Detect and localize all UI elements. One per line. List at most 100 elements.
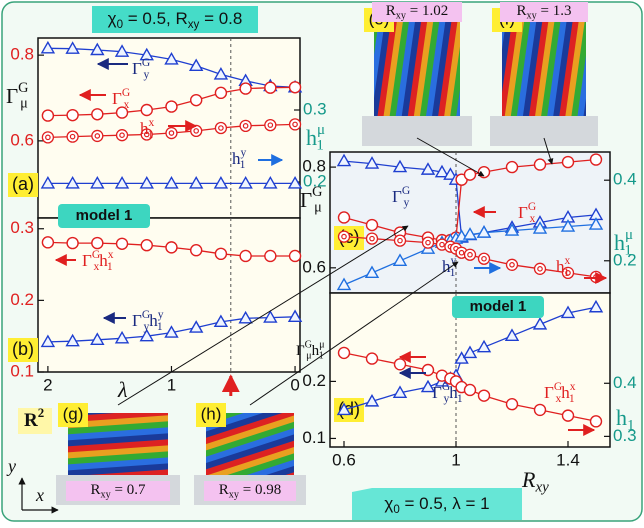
marker bbox=[117, 130, 128, 141]
x-tick-label: 1 bbox=[451, 450, 460, 469]
marker bbox=[166, 128, 177, 139]
marker bbox=[166, 242, 177, 253]
series-label: ΓGx bbox=[518, 200, 537, 225]
marker bbox=[265, 120, 276, 131]
marker bbox=[240, 250, 251, 261]
series-label: hy1 bbox=[232, 146, 247, 171]
x-tick-label: 1.4 bbox=[556, 450, 580, 469]
marker bbox=[191, 245, 202, 256]
marker-outer bbox=[465, 249, 476, 260]
marker-outer bbox=[191, 125, 202, 136]
model-label: model 1 bbox=[76, 207, 133, 224]
marker bbox=[117, 238, 128, 249]
marker bbox=[507, 399, 518, 410]
marker bbox=[166, 101, 177, 112]
y2-tick-label: 0.4 bbox=[613, 373, 637, 392]
snapshot-floor bbox=[362, 116, 472, 146]
marker bbox=[591, 154, 602, 165]
marker bbox=[395, 359, 406, 370]
marker bbox=[367, 353, 378, 364]
marker bbox=[42, 237, 53, 248]
marker-outer bbox=[92, 130, 103, 141]
marker-outer bbox=[290, 119, 301, 130]
marker bbox=[240, 120, 251, 131]
marker bbox=[339, 231, 350, 242]
marker bbox=[535, 159, 546, 170]
snapshot-label: Rxy = 0.7 bbox=[91, 482, 146, 500]
marker bbox=[67, 110, 78, 121]
marker bbox=[591, 271, 602, 282]
marker bbox=[395, 235, 406, 246]
condition-label: χ0 = 0.5, λ = 1 bbox=[384, 494, 489, 516]
condition-label: χ0 = 0.5, Rxy = 0.8 bbox=[108, 9, 243, 31]
marker bbox=[141, 105, 152, 116]
marker-outer bbox=[395, 235, 406, 246]
snapshot-tag: (g) bbox=[63, 404, 84, 423]
figure: 0.60.80.20.3ΓGμhμ1(a)ΓGyΓGxhx1hy10.10.20… bbox=[0, 0, 644, 523]
snapshot-image bbox=[502, 18, 586, 116]
marker-outer bbox=[240, 120, 251, 131]
marker bbox=[507, 162, 518, 173]
marker bbox=[42, 132, 53, 143]
marker bbox=[240, 83, 251, 94]
panel-tag: (a) bbox=[12, 174, 34, 194]
marker bbox=[423, 237, 434, 248]
marker bbox=[191, 95, 202, 106]
series-label: ΓGxhx1 bbox=[82, 248, 114, 273]
marker-outer bbox=[479, 253, 490, 264]
marker-outer bbox=[67, 131, 78, 142]
y-tick-label: 0.8 bbox=[10, 45, 34, 64]
x-tick-label: 0.6 bbox=[332, 450, 356, 469]
y-axis-label: ΓGμ bbox=[6, 80, 28, 111]
series-label: ΓGxhx1 bbox=[544, 380, 576, 405]
y-tick-label: 0.2 bbox=[302, 371, 326, 390]
y2-tick-label: 0.4 bbox=[613, 170, 637, 189]
marker-outer bbox=[117, 130, 128, 141]
marker bbox=[265, 250, 276, 261]
y-tick-label: 0.2 bbox=[10, 290, 34, 309]
marker-outer bbox=[507, 259, 518, 270]
y-tick-label: 0.6 bbox=[10, 130, 34, 149]
marker bbox=[535, 263, 546, 274]
marker bbox=[535, 404, 546, 415]
y-tick-label: 0.1 bbox=[302, 428, 326, 447]
marker bbox=[290, 82, 301, 93]
series-label: hx1 bbox=[140, 116, 155, 141]
marker-outer bbox=[591, 271, 602, 282]
marker bbox=[92, 109, 103, 120]
marker-outer bbox=[42, 132, 53, 143]
snapshot-label: Rxy = 1.3 bbox=[517, 3, 572, 21]
y-tick-label: 0.8 bbox=[302, 157, 326, 176]
axis-icon-label: y bbox=[6, 456, 16, 476]
marker-outer bbox=[166, 128, 177, 139]
panel-tag: (b) bbox=[12, 339, 34, 359]
marker bbox=[367, 233, 378, 244]
x-axis-label: λ bbox=[117, 377, 128, 402]
marker bbox=[591, 416, 602, 427]
marker bbox=[141, 240, 152, 251]
series-label: ΓGx bbox=[112, 86, 131, 111]
marker bbox=[92, 130, 103, 141]
snapshot-image bbox=[374, 18, 460, 116]
marker-outer bbox=[339, 231, 350, 242]
snapshot-label: Rxy = 1.02 bbox=[386, 3, 448, 21]
marker bbox=[367, 220, 378, 231]
marker bbox=[479, 390, 490, 401]
model-label: model 1 bbox=[470, 298, 527, 315]
marker bbox=[215, 248, 226, 259]
series-label: ΓGy bbox=[132, 56, 151, 81]
y2-tick-label: 0.3 bbox=[303, 99, 327, 118]
marker-outer bbox=[535, 263, 546, 274]
marker bbox=[67, 238, 78, 249]
y-tick-label: 0.6 bbox=[302, 257, 326, 276]
marker bbox=[215, 123, 226, 134]
axis-icon-label: x bbox=[35, 485, 44, 505]
snapshot-label: Rxy = 0.98 bbox=[219, 482, 281, 500]
snapshot-tag: (h) bbox=[201, 404, 222, 423]
marker-outer bbox=[265, 120, 276, 131]
